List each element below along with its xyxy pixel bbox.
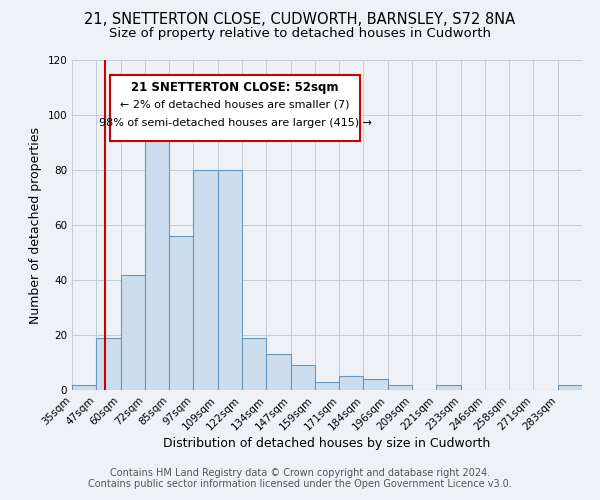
Y-axis label: Number of detached properties: Number of detached properties (29, 126, 42, 324)
Bar (96, 338, 121, 390)
Bar (242, 338, 266, 390)
Bar (169, 236, 193, 390)
Bar (388, 384, 412, 390)
Text: 21, SNETTERTON CLOSE, CUDWORTH, BARNSLEY, S72 8NA: 21, SNETTERTON CLOSE, CUDWORTH, BARNSLEY… (85, 12, 515, 28)
Bar (145, 134, 169, 390)
Bar (72, 384, 96, 390)
Text: Size of property relative to detached houses in Cudworth: Size of property relative to detached ho… (109, 28, 491, 40)
FancyBboxPatch shape (110, 75, 360, 141)
Bar (218, 170, 242, 390)
Bar (315, 382, 339, 390)
Bar (290, 365, 315, 390)
X-axis label: Distribution of detached houses by size in Cudworth: Distribution of detached houses by size … (163, 438, 491, 450)
Bar (193, 170, 218, 390)
Text: Contains public sector information licensed under the Open Government Licence v3: Contains public sector information licen… (88, 479, 512, 489)
Text: 98% of semi-detached houses are larger (415) →: 98% of semi-detached houses are larger (… (99, 118, 372, 128)
Bar (558, 384, 582, 390)
Text: ← 2% of detached houses are smaller (7): ← 2% of detached houses are smaller (7) (121, 100, 350, 110)
Bar (436, 384, 461, 390)
Bar (339, 376, 364, 390)
Bar (266, 354, 290, 390)
Bar (364, 379, 388, 390)
Bar (121, 274, 145, 390)
Text: 21 SNETTERTON CLOSE: 52sqm: 21 SNETTERTON CLOSE: 52sqm (131, 82, 339, 94)
Text: Contains HM Land Registry data © Crown copyright and database right 2024.: Contains HM Land Registry data © Crown c… (110, 468, 490, 477)
